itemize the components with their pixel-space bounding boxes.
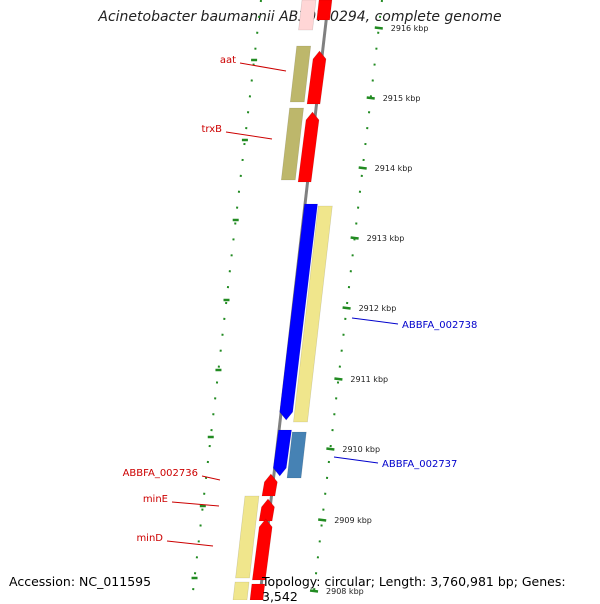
- ruler-tick-label: 2914 kbp: [375, 164, 413, 173]
- gene-ABBFA_002736-leader: [201, 475, 221, 481]
- gene-ABBFA_002736-label: ABBFA_002736: [123, 468, 198, 479]
- ruler-tick-label: 2911 kbp: [350, 375, 388, 384]
- ruler-tick-1: [366, 96, 375, 100]
- gene-ABBFA_002738-label: ABBFA_002738: [402, 320, 477, 331]
- ruler-tick-label: 2913 kbp: [367, 234, 405, 243]
- ruler-tick-label: 2910 kbp: [342, 445, 380, 454]
- orf-band-block: [289, 45, 312, 103]
- orf-band-block: [235, 495, 260, 579]
- ruler-tick-5: [334, 377, 343, 381]
- cds-forward-partial: [249, 583, 266, 600]
- orf-band-block: [232, 581, 250, 600]
- map-title: Acinetobacter baumannii AB307-0294, comp…: [98, 9, 502, 25]
- ruler-tick-label: 2909 kbp: [334, 516, 372, 525]
- gene-ABBFA_002738-leader: [351, 317, 399, 325]
- gene-minE-leader: [171, 501, 220, 507]
- cds-forward-partial: [316, 0, 333, 21]
- orf-band-block: [280, 107, 304, 181]
- ruler-tick-7: [318, 518, 327, 522]
- cds-trxB: [297, 111, 320, 183]
- gene-minD-leader: [166, 540, 214, 547]
- cds-minD: [251, 518, 273, 581]
- outer-ruler-ring: [312, 0, 383, 600]
- cds-ABBFA_002736: [261, 473, 278, 497]
- ruler-tick-label: 2915 kbp: [383, 94, 421, 103]
- accession-text: Accession: NC_011595: [9, 574, 152, 589]
- gene-minD-label: minD: [136, 533, 163, 544]
- orf-band-block: [293, 205, 333, 423]
- cds-aat: [306, 50, 327, 105]
- cds-ABBFA_002738: [279, 203, 318, 421]
- gene-aat-label: aat: [220, 55, 236, 66]
- gene-ABBFA_002737-label: ABBFA_002737: [382, 459, 457, 470]
- gene-trxB-leader: [225, 131, 273, 140]
- ruler-tick-4: [342, 306, 351, 310]
- cds-minE: [258, 498, 275, 522]
- cds-ABBFA_002737: [286, 431, 307, 479]
- gene-ABBFA_002737-leader: [333, 456, 379, 464]
- ruler-tick-0: [374, 26, 383, 30]
- ruler-tick-label: 2908 kbp: [326, 587, 364, 596]
- ruler-tick-label: 2916 kbp: [391, 24, 429, 33]
- gene-trxB-label: trxB: [201, 124, 222, 135]
- ruler-tick-3: [350, 236, 359, 240]
- ruler-tick-8: [309, 589, 319, 593]
- ruler-tick-label: 2912 kbp: [359, 304, 397, 313]
- cds-reverse-small: [272, 429, 292, 477]
- gene-aat-leader: [239, 62, 287, 72]
- ruler-tick-6: [326, 447, 335, 451]
- gene-minE-label: minE: [143, 494, 168, 505]
- ruler-tick-2: [358, 166, 367, 170]
- orf-band-block: [298, 0, 317, 31]
